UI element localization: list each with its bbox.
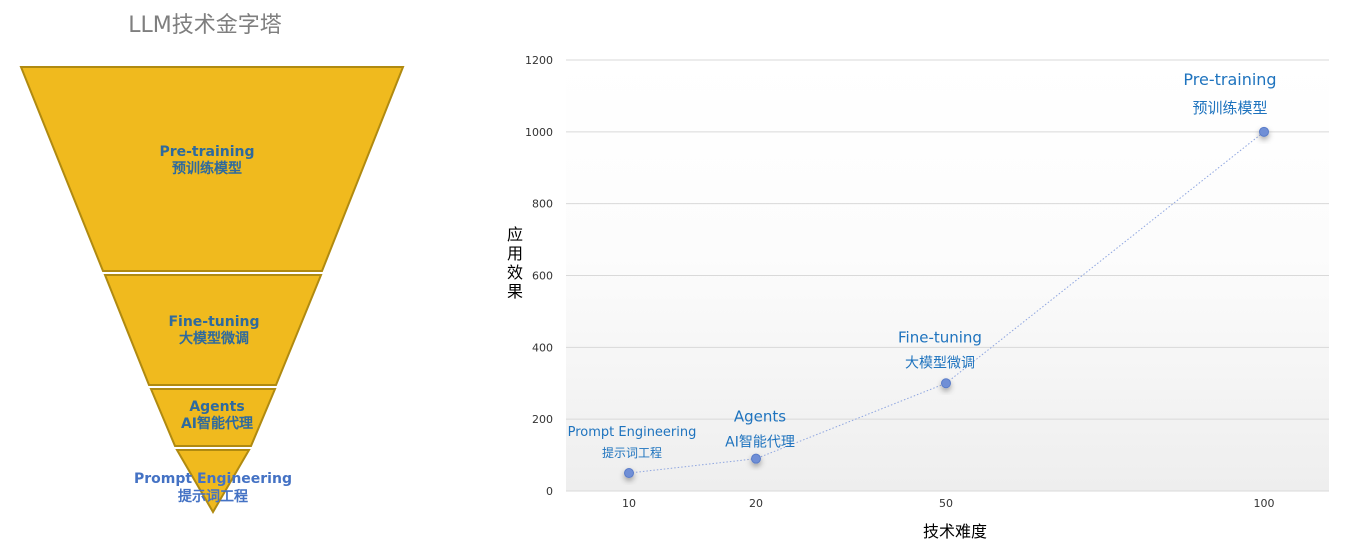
x-tick-label: 50 bbox=[939, 497, 953, 510]
point-label-zh: AI智能代理 bbox=[725, 435, 795, 451]
y-tick-label: 400 bbox=[532, 341, 553, 354]
funnel-layer-finetuning bbox=[103, 274, 323, 386]
funnel-layer-prompt bbox=[175, 449, 251, 514]
data-point bbox=[941, 378, 951, 389]
y-tick-label: 600 bbox=[532, 270, 553, 283]
y-tick-label: 200 bbox=[532, 413, 553, 426]
data-point bbox=[1259, 126, 1269, 137]
funnel-label-agents-zh: AI智能代理 bbox=[181, 415, 253, 432]
y-tick-label: 1200 bbox=[525, 54, 553, 67]
funnel-label-pretraining-en: Pre-training bbox=[159, 144, 254, 160]
funnel-labels: Pre-training 预训练模型 Fine-tuning 大模型微调 Age… bbox=[134, 144, 292, 505]
funnel-label-agents-en: Agents bbox=[189, 399, 244, 415]
data-point bbox=[751, 453, 761, 464]
funnel-layer-agents bbox=[149, 388, 277, 447]
point-label-en: Fine-tuning bbox=[898, 328, 982, 346]
y-tick-label: 1000 bbox=[525, 126, 553, 139]
funnel-layer-pretraining bbox=[19, 66, 405, 272]
point-label-zh: 提示词工程 bbox=[602, 445, 662, 460]
gridlines bbox=[566, 59, 1329, 492]
x-tick-label: 100 bbox=[1254, 497, 1275, 510]
point-label-zh: 大模型微调 bbox=[905, 355, 975, 371]
series-line bbox=[628, 131, 1265, 474]
x-tick-label: 20 bbox=[749, 497, 763, 510]
point-labels: Prompt Engineering 提示词工程 Agents AI智能代理 Fine-… bbox=[568, 70, 1277, 460]
y-tick-label: 800 bbox=[532, 198, 553, 211]
funnel-label-prompt-zh: 提示词工程 bbox=[178, 489, 248, 505]
y-axis-title: 应用效果 bbox=[507, 225, 523, 301]
funnel bbox=[19, 66, 405, 514]
data-point bbox=[624, 468, 634, 479]
y-tick-labels: 0 200 400 600 800 1000 1200 bbox=[525, 54, 553, 498]
data-points bbox=[624, 126, 1269, 479]
funnel-label-prompt-en: Prompt Engineering bbox=[134, 471, 292, 487]
y-tick-label: 0 bbox=[546, 485, 553, 498]
funnel-label-pretraining-zh: 预训练模型 bbox=[172, 160, 242, 177]
pyramid-title: LLM技术金字塔 bbox=[128, 13, 282, 38]
funnel-label-finetuning-en: Fine-tuning bbox=[168, 314, 259, 330]
x-axis-title: 技术难度 bbox=[923, 522, 987, 541]
point-label-en: Agents bbox=[734, 408, 786, 426]
point-label-zh: 预训练模型 bbox=[1192, 99, 1267, 117]
x-tick-labels: 10 20 50 100 bbox=[622, 497, 1275, 510]
point-label-en: Prompt Engineering bbox=[568, 425, 697, 440]
x-tick-label: 10 bbox=[622, 497, 636, 510]
funnel-label-finetuning-zh: 大模型微调 bbox=[179, 330, 249, 347]
point-label-en: Pre-training bbox=[1183, 70, 1276, 89]
chart: 0 200 400 600 800 1000 1200 10 20 50 100 Prompt E… bbox=[507, 54, 1329, 541]
